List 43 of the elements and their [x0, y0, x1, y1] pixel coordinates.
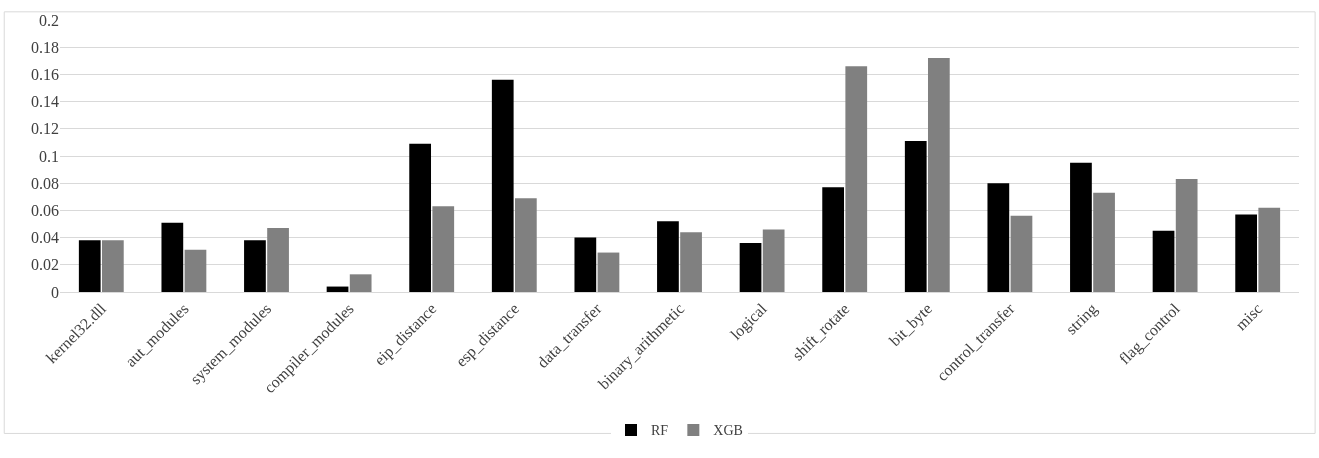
bar — [1235, 214, 1258, 292]
bar — [514, 198, 537, 292]
y-tick-label: 0.2 — [39, 11, 59, 29]
bar — [904, 141, 927, 292]
bar — [845, 66, 868, 292]
y-tick-label: 0.06 — [31, 202, 59, 219]
y-tick-label: 0.16 — [31, 66, 59, 83]
legend-label: RF — [651, 423, 669, 439]
bar — [822, 187, 845, 292]
bar — [1093, 192, 1115, 292]
bar — [161, 222, 184, 292]
bar — [1070, 162, 1092, 292]
bar — [574, 237, 597, 292]
x-tick-label: misc — [1232, 299, 1266, 334]
y-tick-label: 0 — [51, 283, 59, 301]
bar — [409, 143, 432, 292]
bar — [1175, 179, 1198, 292]
bar — [927, 58, 950, 292]
bar — [491, 79, 514, 292]
bar — [184, 249, 207, 292]
bar — [101, 240, 124, 292]
bar — [987, 183, 1010, 292]
y-tick-label: 0.14 — [31, 93, 59, 111]
bar — [739, 243, 762, 292]
bar — [657, 221, 679, 292]
y-tick-label: 0.02 — [31, 256, 59, 274]
bar — [1258, 207, 1281, 292]
bar — [432, 206, 455, 292]
bar — [267, 228, 289, 292]
bar — [1010, 215, 1033, 292]
bar — [244, 240, 266, 292]
y-tick-label: 0.1 — [39, 147, 59, 165]
bar — [349, 274, 372, 292]
legend-label: XGB — [713, 423, 743, 439]
bar — [680, 232, 702, 292]
bar — [78, 240, 101, 292]
bar — [597, 252, 620, 292]
y-tick-label: 0.08 — [31, 174, 59, 192]
y-tick-label: 0.18 — [31, 38, 59, 56]
y-tick-label: 0.12 — [31, 120, 59, 138]
bar — [1152, 230, 1175, 292]
bar — [762, 229, 785, 292]
y-tick-label: 0.04 — [31, 229, 59, 247]
